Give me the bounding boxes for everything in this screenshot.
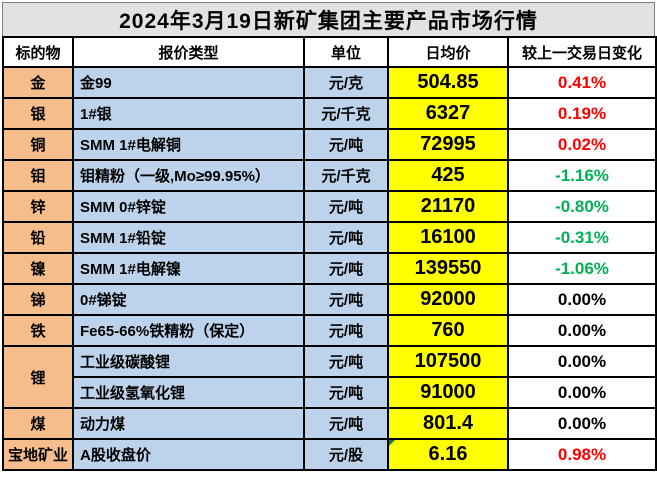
unit-cell: 元/吨 — [303, 128, 389, 161]
change-cell: 0.00% — [507, 314, 657, 347]
cell-corner-flag-icon — [390, 441, 395, 446]
column-header-avg-price: 日均价 — [387, 36, 509, 68]
subject-cell: 钼 — [2, 159, 74, 192]
table-row: 锂工业级碳酸锂 元/吨 107500 0.00% — [2, 345, 657, 409]
unit-cell: 元/吨 — [303, 376, 389, 409]
table-header-row: 标的物 报价类型 单位 日均价 较上一交易日变化 — [2, 36, 657, 68]
change-cell: 0.00% — [507, 407, 657, 440]
table-row: 镍 SMM 1#电解镍 元/吨 139550 -1.06% — [2, 252, 657, 285]
avg-price-cell: 91000 — [387, 376, 509, 409]
subject-cell: 煤 — [2, 407, 74, 440]
change-cell: 0.41% — [507, 66, 657, 99]
quote-type-cell: 0#锑锭 — [72, 283, 305, 316]
market-quotes-sheet: 2024年3月19日新矿集团主要产品市场行情 标的物 报价类型 单位 日均价 较上一交易… — [2, 2, 657, 471]
unit-cell: 元/股 — [303, 438, 389, 471]
change-cell: 0.00% — [507, 376, 657, 409]
column-header-unit: 单位 — [303, 36, 389, 68]
table-row: 锑 0#锑锭 元/吨 92000 0.00% — [2, 283, 657, 316]
subject-cell: 铜 — [2, 128, 74, 161]
change-cell: -1.16% — [507, 159, 657, 192]
quote-type-cell: 工业级氢氧化锂 — [72, 376, 305, 409]
table-row: 锌 SMM 0#锌锭 元/吨 21170 -0.80% — [2, 190, 657, 223]
unit-cell: 元/吨 — [303, 407, 389, 440]
column-header-quote-type: 报价类型 — [72, 36, 305, 68]
quote-type-cell: 金99 — [72, 66, 305, 99]
change-cell: 0.02% — [507, 128, 657, 161]
unit-cell: 元/吨 — [303, 221, 389, 254]
change-cell: -0.80% — [507, 190, 657, 223]
table-row: 煤动力煤 元/吨 801.4 0.00% — [2, 407, 657, 440]
subject-cell: 金 — [2, 66, 74, 99]
avg-price-cell: 760 — [387, 314, 509, 347]
quote-type-cell: SMM 1#铅锭 — [72, 221, 305, 254]
table-row: 钼钼精粉（一级,Mo≥99.95%） 元/千克 425 -1.16% — [2, 159, 657, 192]
avg-price-cell: 16100 — [387, 221, 509, 254]
table-row: 铁 Fe65-66%铁精粉（保定） 元/吨 760 0.00% — [2, 314, 657, 347]
subject-cell: 锑 — [2, 283, 74, 316]
avg-price-cell: 6327 — [387, 97, 509, 130]
subject-cell: 银 — [2, 97, 74, 130]
unit-cell: 元/克 — [303, 66, 389, 99]
change-cell: -0.31% — [507, 221, 657, 254]
quote-type-cell: SMM 1#电解铜 — [72, 128, 305, 161]
unit-cell: 元/吨 — [303, 283, 389, 316]
change-cell: 0.19% — [507, 97, 657, 130]
quote-type-cell: SMM 0#锌锭 — [72, 190, 305, 223]
quote-type-cell: 动力煤 — [72, 407, 305, 440]
avg-price-cell: 801.4 — [387, 407, 509, 440]
unit-cell: 元/吨 — [303, 190, 389, 223]
subject-cell: 镍 — [2, 252, 74, 285]
change-cell: -1.06% — [507, 252, 657, 285]
avg-price-cell: 504.85 — [387, 66, 509, 99]
quotes-table-body: 金金99 元/克 504.85 0.41% 银 1#银 元/千克 6327 0.19% 铜 SMM … — [2, 66, 657, 471]
column-header-subject: 标的物 — [2, 36, 74, 68]
change-cell: 0.00% — [507, 283, 657, 316]
avg-price-cell: 72995 — [387, 128, 509, 161]
unit-cell: 元/吨 — [303, 345, 389, 378]
quote-type-cell: 钼精粉（一级,Mo≥99.95%） — [72, 159, 305, 192]
table-row: 铅 SMM 1#铅锭 元/吨 16100 -0.31% — [2, 221, 657, 254]
quote-type-cell: 工业级碳酸锂 — [72, 345, 305, 378]
unit-cell: 元/吨 — [303, 252, 389, 285]
quote-type-cell: A股收盘价 — [72, 438, 305, 471]
unit-cell: 元/千克 — [303, 97, 389, 130]
quotes-table: 标的物 报价类型 单位 日均价 较上一交易日变化 金金99 元/克 504.85 0.41% 银… — [2, 36, 657, 471]
subject-cell: 铅 — [2, 221, 74, 254]
table-row: 工业级氢氧化锂 元/吨 91000 0.00% — [3, 376, 657, 409]
table-row: 铜 SMM 1#电解铜 元/吨 72995 0.02% — [2, 128, 657, 161]
change-cell: 0.98% — [507, 438, 657, 471]
avg-price-cell: 6.16 — [387, 438, 509, 471]
column-header-daily-change: 较上一交易日变化 — [507, 36, 657, 68]
table-row: 金金99 元/克 504.85 0.41% — [2, 66, 657, 99]
subject-cell: 铁 — [2, 314, 74, 347]
avg-price-cell: 107500 — [387, 345, 509, 378]
avg-price-cell: 21170 — [387, 190, 509, 223]
avg-price-cell: 139550 — [387, 252, 509, 285]
change-cell: 0.00% — [507, 345, 657, 378]
table-row: 宝地矿业 A股收盘价 元/股 6.16 0.98% — [2, 438, 657, 471]
subject-cell: 宝地矿业 — [2, 438, 74, 471]
unit-cell: 元/吨 — [303, 314, 389, 347]
quote-type-cell: SMM 1#电解镍 — [72, 252, 305, 285]
subject-cell: 锌 — [2, 190, 74, 223]
table-row: 银 1#银 元/千克 6327 0.19% — [2, 97, 657, 130]
page-title: 2024年3月19日新矿集团主要产品市场行情 — [2, 2, 655, 36]
avg-price-cell: 92000 — [387, 283, 509, 316]
unit-cell: 元/千克 — [303, 159, 389, 192]
quote-type-cell: Fe65-66%铁精粉（保定） — [72, 314, 305, 347]
quote-type-cell: 1#银 — [72, 97, 305, 130]
avg-price-cell: 425 — [387, 159, 509, 192]
subject-cell: 锂 — [2, 345, 74, 409]
